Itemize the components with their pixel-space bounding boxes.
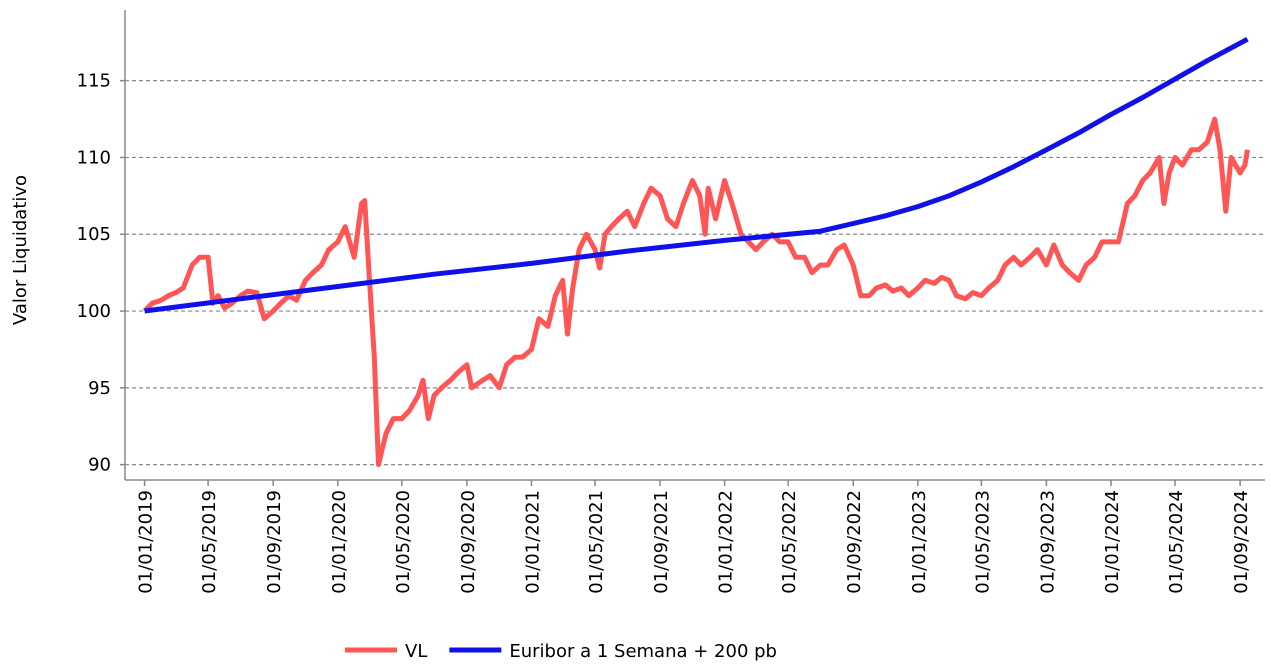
line-series xyxy=(144,36,1249,314)
x-tick-label: 01/01/2019 xyxy=(136,490,157,594)
x-tick-label: 01/09/2024 xyxy=(1231,490,1252,594)
x-tick-label: 01/09/2022 xyxy=(844,490,865,594)
y-tick-label: 110 xyxy=(77,147,111,168)
y-tick-label: 100 xyxy=(77,301,111,322)
y-axis-label: Valor Liquidativo xyxy=(10,175,31,325)
x-tick-label: 01/05/2024 xyxy=(1166,490,1187,594)
x-tick-label: 01/01/2024 xyxy=(1102,490,1123,594)
x-tick-label: 01/09/2021 xyxy=(651,490,672,594)
legend-label: Euribor a 1 Semana + 200 pb xyxy=(509,641,777,662)
y-tick-label: 90 xyxy=(88,455,111,476)
line-series xyxy=(142,116,1250,468)
x-tick-label: 01/01/2021 xyxy=(522,490,543,594)
x-tick-label: 01/01/2020 xyxy=(329,490,350,594)
y-tick-label: 95 xyxy=(88,378,111,399)
x-tick-label: 01/01/2022 xyxy=(716,490,737,594)
x-tick-label: 01/05/2020 xyxy=(393,490,414,594)
y-tick-label: 115 xyxy=(77,71,111,92)
x-tick-label: 01/05/2021 xyxy=(586,490,607,594)
legend-label: VL xyxy=(405,641,427,662)
x-tick-label: 01/05/2022 xyxy=(779,490,800,594)
x-tick-label: 01/01/2023 xyxy=(909,490,930,594)
x-tick-label: 01/05/2023 xyxy=(972,490,993,594)
y-tick-label: 105 xyxy=(77,224,111,245)
x-tick-label: 01/09/2019 xyxy=(264,490,285,594)
x-tick-label: 01/05/2019 xyxy=(199,490,220,594)
x-tick-label: 01/09/2023 xyxy=(1037,490,1058,594)
x-tick-label: 01/09/2020 xyxy=(458,490,479,594)
